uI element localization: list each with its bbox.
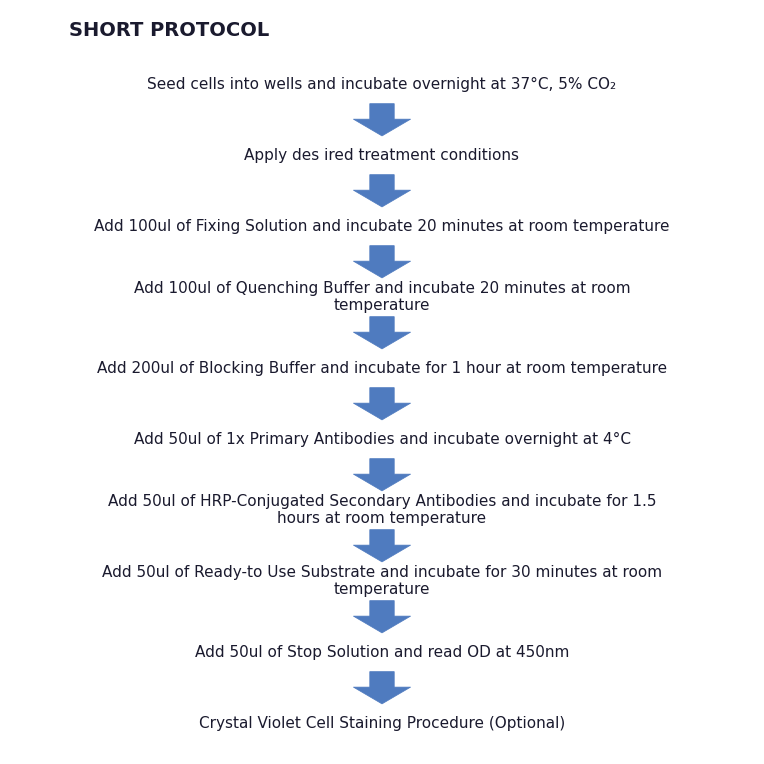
Text: Add 100ul of Quenching Buffer and incubate 20 minutes at room
temperature: Add 100ul of Quenching Buffer and incuba… [134,281,630,313]
Text: SHORT PROTOCOL: SHORT PROTOCOL [69,21,269,40]
Text: Apply des ired treatment conditions: Apply des ired treatment conditions [244,147,520,163]
Polygon shape [354,601,411,633]
Text: Add 50ul of Ready-to Use Substrate and incubate for 30 minutes at room
temperatu: Add 50ul of Ready-to Use Substrate and i… [102,565,662,597]
Text: Add 50ul of HRP-Conjugated Secondary Antibodies and incubate for 1.5
hours at ro: Add 50ul of HRP-Conjugated Secondary Ant… [108,494,656,526]
Text: Add 200ul of Blocking Buffer and incubate for 1 hour at room temperature: Add 200ul of Blocking Buffer and incubat… [97,361,667,376]
Text: Add 100ul of Fixing Solution and incubate 20 minutes at room temperature: Add 100ul of Fixing Solution and incubat… [94,219,670,234]
Polygon shape [354,387,411,420]
Text: Add 50ul of 1x Primary Antibodies and incubate overnight at 4°C: Add 50ul of 1x Primary Antibodies and in… [134,432,630,447]
Polygon shape [354,672,411,704]
Text: Seed cells into wells and incubate overnight at 37°C, 5% CO₂: Seed cells into wells and incubate overn… [147,77,617,92]
Text: Crystal Violet Cell Staining Procedure (Optional): Crystal Violet Cell Staining Procedure (… [199,716,565,730]
Polygon shape [354,529,411,562]
Polygon shape [354,458,411,491]
Polygon shape [354,104,411,136]
Polygon shape [354,246,411,278]
Text: Add 50ul of Stop Solution and read OD at 450nm: Add 50ul of Stop Solution and read OD at… [195,645,569,660]
Polygon shape [354,316,411,349]
Polygon shape [354,175,411,207]
